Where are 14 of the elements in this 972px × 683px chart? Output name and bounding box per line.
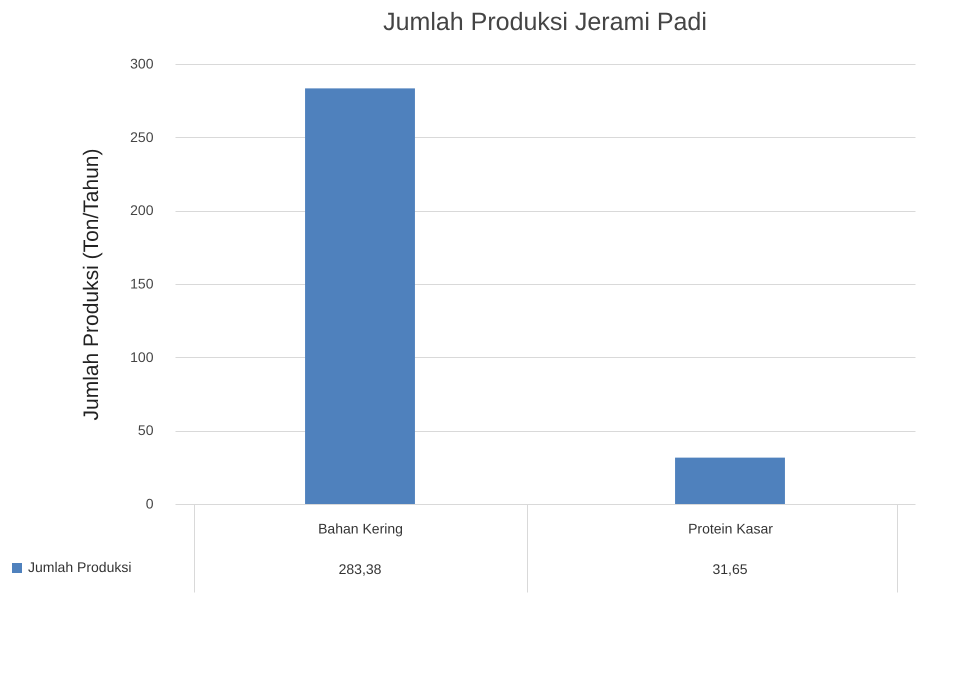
y-tick-label: 200 — [130, 202, 154, 218]
y-tick-label: 300 — [130, 56, 154, 72]
y-tick-label: 100 — [130, 348, 154, 365]
x-tick-label: Bahan Kering — [318, 520, 403, 536]
data-label: 283,38 — [338, 561, 382, 577]
chart-title: Jumlah Produksi Jerami Padi — [383, 8, 707, 36]
y-tick-label: 150 — [130, 276, 154, 292]
legend-label: Jumlah Produksi — [28, 559, 132, 575]
y-axis-title: Jumlah Produksi (Ton/Tahun) — [80, 148, 104, 420]
y-tick-label: 250 — [130, 128, 154, 145]
data-label: 31,65 — [712, 561, 748, 577]
y-tick-label: 0 — [146, 496, 154, 512]
y-tick-label: 50 — [138, 422, 154, 438]
x-tick-label: Protein Kasar — [688, 520, 774, 536]
